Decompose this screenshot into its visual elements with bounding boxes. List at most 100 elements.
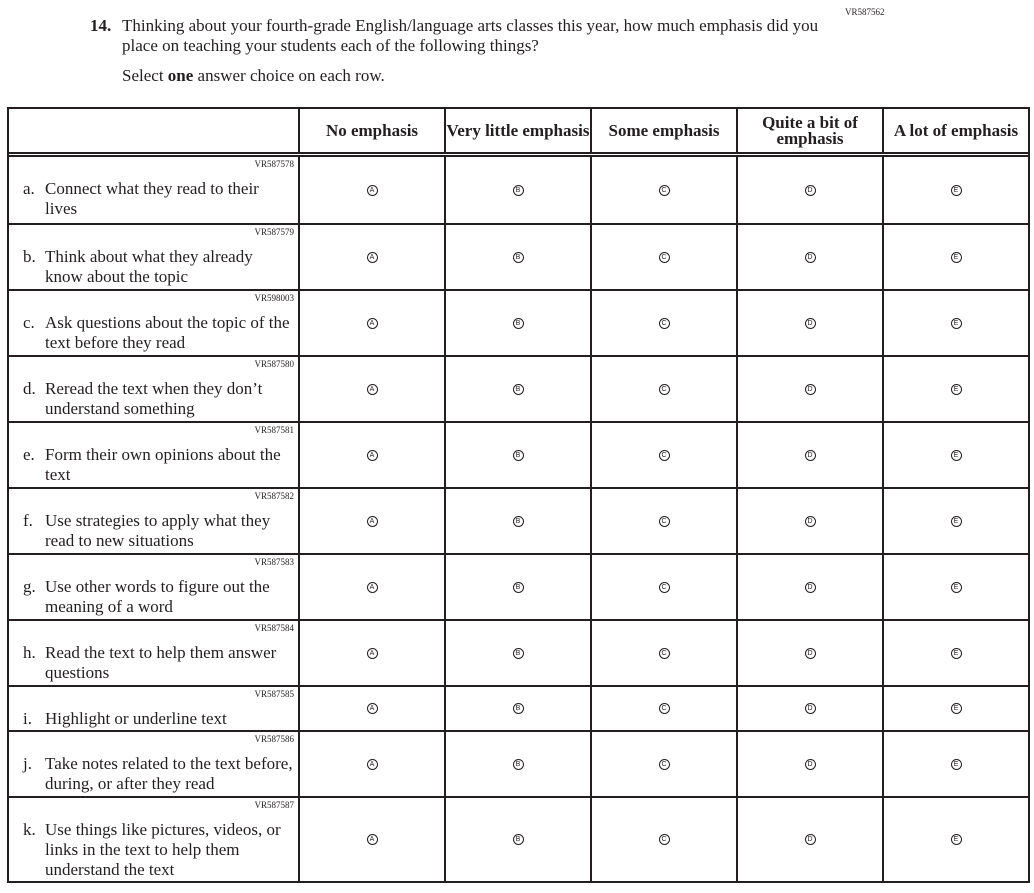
- item-label: h. Read the text to help them answer ques…: [23, 643, 277, 682]
- answer-bubble[interactable]: E: [950, 184, 962, 196]
- table-row: VR587580 d. Reread the text when they don…: [9, 355, 1028, 421]
- table-row: VR587585 i. Highlight or underline text A B…: [9, 685, 1028, 730]
- answer-cell: E: [884, 157, 1028, 223]
- answer-bubble[interactable]: D: [804, 647, 816, 659]
- answer-cell: C: [592, 732, 738, 796]
- answer-cell: E: [884, 732, 1028, 796]
- answer-bubble[interactable]: C: [658, 581, 670, 593]
- answer-bubble[interactable]: D: [804, 758, 816, 770]
- answer-bubble[interactable]: D: [804, 251, 816, 263]
- answer-cell: E: [884, 423, 1028, 487]
- answer-cell: D: [738, 555, 884, 619]
- header-row: No emphasis Very little emphasis Some em…: [9, 109, 1028, 157]
- answer-cell: B: [446, 291, 592, 355]
- answer-cell: D: [738, 423, 884, 487]
- answer-bubble[interactable]: E: [950, 703, 962, 714]
- item-code: VR587582: [254, 491, 294, 501]
- answer-bubble[interactable]: A: [366, 758, 378, 770]
- answer-cell: C: [592, 157, 738, 223]
- answer-cell: C: [592, 291, 738, 355]
- answer-bubble[interactable]: B: [512, 703, 524, 714]
- item-code: VR587586: [254, 734, 294, 744]
- answer-bubble[interactable]: C: [658, 758, 670, 770]
- item-code: VR587580: [254, 359, 294, 369]
- answer-bubble[interactable]: E: [950, 515, 962, 527]
- answer-cell: B: [446, 555, 592, 619]
- item-label: d. Reread the text when they don’t unders…: [23, 379, 263, 418]
- answer-bubble[interactable]: B: [512, 581, 524, 593]
- table-row: VR587586 j. Take notes related to the tex…: [9, 730, 1028, 796]
- answer-bubble[interactable]: A: [366, 184, 378, 196]
- column-header: No emphasis: [300, 109, 446, 152]
- answer-bubble[interactable]: D: [804, 515, 816, 527]
- item-label: i. Highlight or underline text: [23, 709, 227, 728]
- item-code: VR587579: [254, 227, 294, 237]
- item-cell: VR587578 a. Connect what they read to the…: [9, 157, 300, 223]
- answer-cell: A: [300, 291, 446, 355]
- answer-cell: E: [884, 291, 1028, 355]
- answer-bubble[interactable]: E: [950, 449, 962, 461]
- answer-bubble[interactable]: B: [512, 515, 524, 527]
- instruction: Select one answer choice on each row.: [122, 66, 385, 85]
- item-cell: VR598003 c. Ask questions about the topic…: [9, 291, 300, 355]
- answer-bubble[interactable]: A: [366, 703, 378, 714]
- item-code: VR587578: [254, 159, 294, 169]
- question-text: Thinking about your fourth-grade English…: [122, 16, 819, 55]
- answer-bubble[interactable]: B: [512, 251, 524, 263]
- answer-bubble[interactable]: D: [804, 581, 816, 593]
- item-label: a. Connect what they read to their lives: [23, 179, 259, 218]
- table-row: VR587581 e. Form their own opinions about…: [9, 421, 1028, 487]
- answer-bubble[interactable]: A: [366, 581, 378, 593]
- answer-bubble[interactable]: B: [512, 383, 524, 395]
- answer-bubble[interactable]: E: [950, 317, 962, 329]
- answer-bubble[interactable]: E: [950, 251, 962, 263]
- answer-bubble[interactable]: E: [950, 834, 962, 845]
- answer-cell: D: [738, 157, 884, 223]
- answer-bubble[interactable]: D: [804, 184, 816, 196]
- answer-bubble[interactable]: B: [512, 184, 524, 196]
- answer-bubble[interactable]: B: [512, 834, 524, 845]
- answer-bubble[interactable]: D: [804, 383, 816, 395]
- answer-bubble[interactable]: C: [658, 834, 670, 845]
- answer-bubble[interactable]: C: [658, 449, 670, 461]
- answer-bubble[interactable]: A: [366, 251, 378, 263]
- answer-cell: E: [884, 687, 1028, 730]
- answer-bubble[interactable]: C: [658, 515, 670, 527]
- answer-bubble[interactable]: C: [658, 184, 670, 196]
- answer-bubble[interactable]: C: [658, 251, 670, 263]
- answer-bubble[interactable]: B: [512, 647, 524, 659]
- table-row: VR598003 c. Ask questions about the topic…: [9, 289, 1028, 355]
- question-number: 14.: [90, 16, 112, 35]
- column-header: A lot of emphasis: [893, 120, 1019, 140]
- answer-bubble[interactable]: E: [950, 647, 962, 659]
- answer-bubble[interactable]: C: [658, 383, 670, 395]
- answer-cell: B: [446, 798, 592, 881]
- answer-bubble[interactable]: B: [512, 758, 524, 770]
- item-cell: VR587587 k. Use things like pictures, vid…: [9, 798, 300, 881]
- column-header: Very little emphasis: [446, 109, 592, 152]
- column-header: Quite a bit of emphasis: [738, 109, 884, 152]
- answer-bubble[interactable]: B: [512, 449, 524, 461]
- answer-bubble[interactable]: E: [950, 581, 962, 593]
- answer-bubble[interactable]: D: [804, 317, 816, 329]
- answer-bubble[interactable]: C: [658, 317, 670, 329]
- answer-bubble[interactable]: C: [658, 647, 670, 659]
- answer-bubble[interactable]: A: [366, 383, 378, 395]
- answer-cell: E: [884, 225, 1028, 289]
- answer-bubble[interactable]: C: [658, 703, 670, 714]
- answer-bubble[interactable]: B: [512, 317, 524, 329]
- answer-cell: D: [738, 798, 884, 881]
- answer-bubble[interactable]: D: [804, 703, 816, 714]
- item-code: VR598003: [254, 293, 294, 303]
- answer-bubble[interactable]: E: [950, 383, 962, 395]
- answer-bubble[interactable]: D: [804, 834, 816, 845]
- answer-bubble[interactable]: A: [366, 515, 378, 527]
- answer-bubble[interactable]: E: [950, 758, 962, 770]
- answer-bubble[interactable]: A: [366, 449, 378, 461]
- answer-bubble[interactable]: D: [804, 449, 816, 461]
- answer-bubble[interactable]: A: [366, 317, 378, 329]
- answer-bubble[interactable]: A: [366, 834, 378, 845]
- item-label: e. Form their own opinions about the text: [23, 445, 281, 484]
- item-code: VR587581: [254, 425, 294, 435]
- answer-bubble[interactable]: A: [366, 647, 378, 659]
